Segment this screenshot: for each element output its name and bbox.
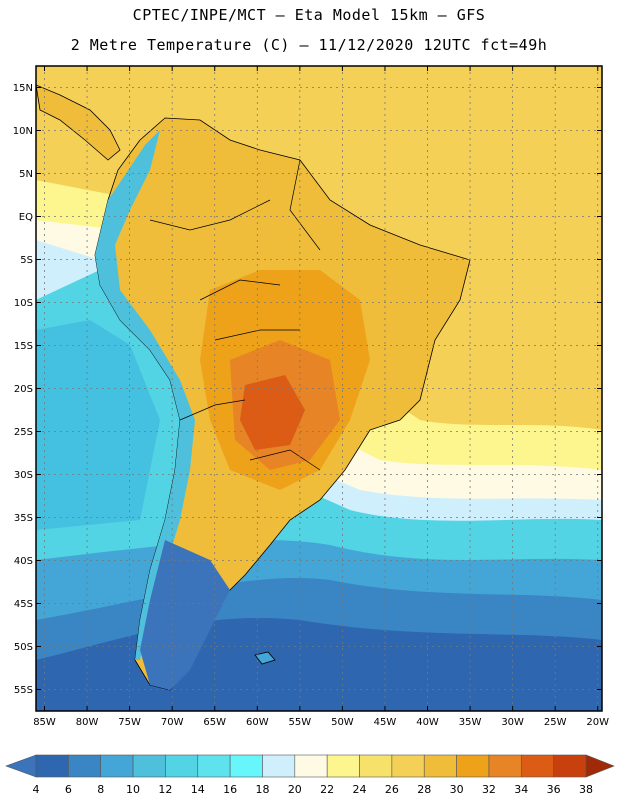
colorbar-label: 18 [255, 783, 269, 796]
colorbar-swatch [68, 754, 102, 778]
lat-tick-label: 5S [20, 255, 33, 266]
colorbar-label: 6 [65, 783, 72, 796]
latitude-axis: 15N 10N 5N EQ 5S 10S 15S 20S 25S 30S 35S 40S 45S 50S 5… [13, 83, 602, 696]
colorbar-label: 34 [514, 783, 528, 796]
lon-tick-label: 45W [374, 717, 397, 728]
lat-tick-label: 35S [14, 513, 33, 524]
colorbar-swatch [488, 754, 522, 778]
colorbar-label: 4 [33, 783, 40, 796]
colorbar-swatch [456, 754, 490, 778]
map-title: CPTEC/INPE/MCT – Eta Model 15km – GFS [132, 6, 486, 24]
region-andes-cold [95, 130, 195, 660]
colorbar-arrow-low [5, 754, 37, 778]
lon-tick-label: 80W [76, 717, 99, 728]
lon-tick-label: 65W [203, 717, 226, 728]
lat-tick-label: 45S [14, 599, 33, 610]
lat-tick-label: 10S [14, 298, 33, 309]
colorbar-label: 20 [288, 783, 302, 796]
lon-tick-label: 60W [246, 717, 269, 728]
colorbar-label: 16 [223, 783, 237, 796]
map-subtitle: 2 Metre Temperature (C) – 11/12/2020 12U… [70, 36, 548, 54]
graticule [36, 66, 602, 711]
lat-tick-label: 15N [13, 83, 33, 94]
lat-tick-label: 15S [14, 341, 33, 352]
colorbar-label: 22 [320, 783, 334, 796]
lat-tick-label: 10N [13, 126, 33, 137]
country-borders [149, 159, 321, 471]
colorbar-label: 8 [97, 783, 104, 796]
lon-tick-label: 40W [416, 717, 439, 728]
colorbar-swatch [100, 754, 134, 778]
lon-tick-label: 25W [544, 717, 567, 728]
colorbar-label: 26 [385, 783, 399, 796]
colorbar-swatch [197, 754, 231, 778]
colorbar: 4 6 8 10 12 14 16 18 20 22 24 26 28 30 32 34 36 38 [5, 754, 615, 796]
lat-tick-label: 40S [14, 556, 33, 567]
lat-tick-label: 5N [19, 169, 33, 180]
falkland-islands [254, 651, 276, 665]
lon-tick-label: 30W [501, 717, 524, 728]
colorbar-label: 30 [450, 783, 464, 796]
colorbar-swatch [132, 754, 166, 778]
colorbar-label: 24 [353, 783, 367, 796]
colorbar-swatch [262, 754, 296, 778]
lon-tick-label: 20W [586, 717, 609, 728]
lat-tick-label: 25S [14, 427, 33, 438]
region-patagonia-cold [140, 540, 230, 690]
colorbar-swatch [520, 754, 554, 778]
colorbar-swatch [423, 754, 457, 778]
colorbar-label: 14 [191, 783, 205, 796]
colorbar-label: 10 [126, 783, 140, 796]
colorbar-swatch [359, 754, 393, 778]
colorbar-swatch [35, 754, 69, 778]
lat-tick-label: 30S [14, 470, 33, 481]
lat-tick-label: 50S [14, 642, 33, 653]
colorbar-swatch [326, 754, 360, 778]
colorbar-swatch [165, 754, 199, 778]
central-america-land [36, 84, 121, 161]
colorbar-label: 36 [547, 783, 561, 796]
colorbar-swatch [229, 754, 263, 778]
lon-tick-label: 70W [161, 717, 184, 728]
colorbar-arrow-high [585, 754, 615, 778]
region-pacific-mid [36, 320, 160, 530]
lon-tick-label: 85W [33, 717, 56, 728]
colorbar-label: 32 [482, 783, 496, 796]
lat-tick-label: EQ [19, 212, 33, 223]
lat-tick-label: 55S [14, 685, 33, 696]
lon-tick-label: 50W [331, 717, 354, 728]
colorbar-label: 28 [417, 783, 431, 796]
lon-tick-label: 35W [459, 717, 482, 728]
lon-tick-label: 55W [289, 717, 312, 728]
lat-tick-label: 20S [14, 384, 33, 395]
colorbar-swatch [391, 754, 425, 778]
longitude-axis: 85W 80W 75W 70W 65W 60W 55W 50W 45W 40W 35W 30W 25W 2… [33, 66, 609, 728]
colorbar-label: 12 [158, 783, 172, 796]
lon-tick-label: 75W [118, 717, 141, 728]
colorbar-label: 38 [579, 783, 593, 796]
colorbar-swatch [553, 754, 587, 778]
colorbar-swatch [294, 754, 328, 778]
